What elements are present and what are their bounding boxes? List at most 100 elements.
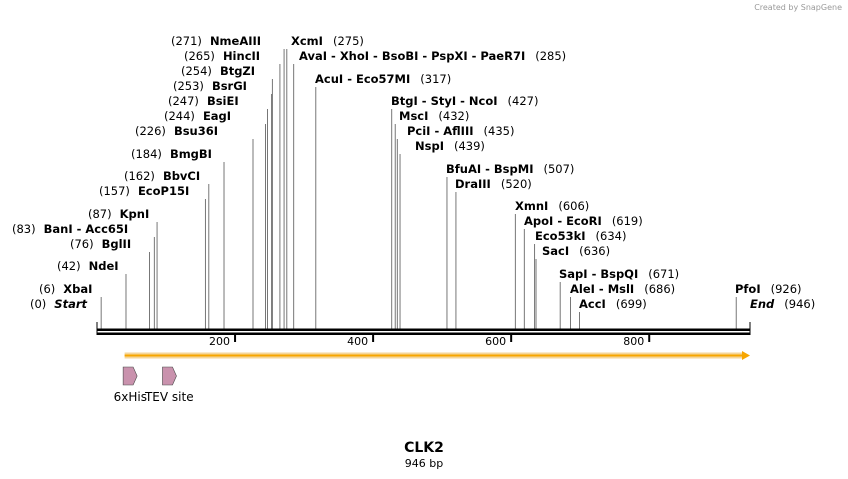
site-xmni[interactable]: XmnI (606) bbox=[515, 200, 589, 213]
enzyme-draiii[interactable]: DraIII bbox=[455, 177, 491, 191]
site-kpni[interactable]: (87) KpnI bbox=[88, 208, 149, 221]
site-bmgbi[interactable]: (184) BmgBI bbox=[131, 148, 212, 161]
site-bsu36i[interactable]: (226) Bsu36I bbox=[135, 125, 218, 138]
site-bfuai[interactable]: BfuAI - BspMI (507) bbox=[446, 163, 574, 176]
site-ndei[interactable]: (42) NdeI bbox=[57, 260, 119, 273]
backbone-top-strand bbox=[97, 328, 750, 331]
site-nspi[interactable]: NspI (439) bbox=[415, 140, 485, 153]
enzyme-eco57mi[interactable]: Eco57MI bbox=[355, 72, 411, 86]
tick-label-200: 200 bbox=[209, 335, 231, 348]
enzyme-bsiei[interactable]: BsiEI bbox=[206, 94, 239, 108]
enzyme-saci[interactable]: SacI bbox=[542, 244, 570, 258]
site-nmeaiii[interactable]: (271) NmeAIII bbox=[171, 35, 261, 48]
enzyme-paer7i[interactable]: PaeR7I bbox=[480, 49, 526, 63]
enzyme-hincii[interactable]: HincII bbox=[222, 49, 261, 63]
site-bbvci[interactable]: (162) BbvCI bbox=[124, 170, 200, 183]
enzyme-bsobi[interactable]: BsoBI bbox=[381, 49, 419, 63]
enzyme-ndei[interactable]: NdeI bbox=[88, 259, 119, 273]
enzyme-xmni[interactable]: XmnI bbox=[515, 199, 549, 213]
site-acui[interactable]: AcuI - Eco57MI (317) bbox=[315, 73, 451, 86]
enzyme-msci[interactable]: MscI bbox=[399, 109, 429, 123]
enzyme-nmeaiii[interactable]: NmeAIII bbox=[209, 34, 262, 48]
site-eagi[interactable]: (244) EagI bbox=[164, 110, 231, 123]
site-position: (157) bbox=[99, 184, 130, 198]
site-pcii[interactable]: PciI - AflIII (435) bbox=[407, 125, 514, 138]
site-enzymes: DraIII bbox=[455, 177, 491, 191]
site-pfoi[interactable]: PfoI (926) bbox=[735, 283, 802, 296]
enzyme-bspqi[interactable]: BspQI bbox=[600, 267, 639, 281]
site-eco53ki[interactable]: Eco53kI (634) bbox=[535, 230, 626, 243]
enzyme-styi[interactable]: StyI bbox=[430, 94, 457, 108]
tick-label-600: 600 bbox=[485, 335, 507, 348]
enzyme-alei[interactable]: AleI bbox=[570, 282, 595, 296]
site-msci[interactable]: MscI (432) bbox=[399, 110, 469, 123]
enzyme-ecop15i[interactable]: EcoP15I bbox=[137, 184, 190, 198]
tick-mark-800 bbox=[648, 335, 651, 342]
site-apoi[interactable]: ApoI - EcoRI (619) bbox=[524, 215, 643, 228]
enzyme-acc65i[interactable]: Acc65I bbox=[85, 222, 129, 236]
enzyme-xhoi[interactable]: XhoI bbox=[339, 49, 370, 63]
orf-arrow[interactable] bbox=[124, 351, 750, 360]
site-btgi[interactable]: BtgI - StyI - NcoI (427) bbox=[391, 95, 538, 108]
enzyme-bglii[interactable]: BglII bbox=[101, 237, 132, 251]
enzyme-btgi[interactable]: BtgI bbox=[391, 94, 418, 108]
site-bsiei[interactable]: (247) BsiEI bbox=[168, 95, 239, 108]
enzyme-eco53ki[interactable]: Eco53kI bbox=[535, 229, 586, 243]
enzyme-separator: - bbox=[421, 94, 427, 108]
site-alei[interactable]: AleI - MslI (686) bbox=[570, 283, 675, 296]
site-hincii[interactable]: (265) HincII bbox=[184, 50, 260, 63]
enzyme-bsrgi[interactable]: BsrGI bbox=[211, 79, 247, 93]
enzyme-btgzi[interactable]: BtgZI bbox=[219, 64, 256, 78]
enzyme-sapi[interactable]: SapI bbox=[559, 267, 588, 281]
orf-body[interactable] bbox=[124, 354, 745, 357]
site-saci[interactable]: SacI (636) bbox=[542, 245, 610, 258]
site-ecop15i[interactable]: (157) EcoP15I bbox=[99, 185, 189, 198]
enzyme-bani[interactable]: BanI bbox=[43, 222, 73, 236]
enzyme-bbvci[interactable]: BbvCI bbox=[162, 169, 201, 183]
enzyme-avai[interactable]: AvaI bbox=[299, 49, 328, 63]
site-position: (427) bbox=[507, 94, 539, 108]
site-bani[interactable]: (83) BanI - Acc65I bbox=[12, 223, 128, 236]
site-enzymes: AcuI - Eco57MI bbox=[315, 72, 410, 86]
enzyme-afliii[interactable]: AflIII bbox=[443, 124, 474, 138]
site-btgzi[interactable]: (254) BtgZI bbox=[181, 65, 255, 78]
enzyme-eagi[interactable]: EagI bbox=[202, 109, 232, 123]
enzyme-ncoi[interactable]: NcoI bbox=[468, 94, 498, 108]
tick-mark-200 bbox=[234, 335, 237, 342]
site-xbai[interactable]: (6) XbaI bbox=[39, 283, 92, 296]
enzyme-acui[interactable]: AcuI bbox=[315, 72, 344, 86]
enzyme-nspi[interactable]: NspI bbox=[415, 139, 444, 153]
site-xcmi[interactable]: XcmI (275) bbox=[291, 35, 364, 48]
site-position: (76) bbox=[70, 237, 94, 251]
enzyme-pcii[interactable]: PciI bbox=[407, 124, 431, 138]
orf-arrowhead[interactable] bbox=[742, 351, 750, 360]
site-position: (507) bbox=[543, 162, 575, 176]
enzyme-ecori[interactable]: EcoRI bbox=[566, 214, 602, 228]
enzyme-bsu36i[interactable]: Bsu36I bbox=[173, 124, 219, 138]
site-enzymes: XcmI bbox=[291, 34, 323, 48]
enzyme-bmgbi[interactable]: BmgBI bbox=[169, 147, 212, 161]
enzyme-pfoi[interactable]: PfoI bbox=[735, 282, 761, 296]
enzyme-separator: - bbox=[76, 222, 82, 236]
enzyme-msli[interactable]: MslI bbox=[607, 282, 635, 296]
site-enzymes: Bsu36I bbox=[174, 124, 218, 138]
enzyme-bspmi[interactable]: BspMI bbox=[493, 162, 534, 176]
site-bsrgi[interactable]: (253) BsrGI bbox=[173, 80, 247, 93]
enzyme-apoi[interactable]: ApoI bbox=[524, 214, 554, 228]
enzyme-xbai[interactable]: XbaI bbox=[63, 282, 93, 296]
site-draiii[interactable]: DraIII (520) bbox=[455, 178, 532, 191]
site-sapi[interactable]: SapI - BspQI (671) bbox=[559, 268, 679, 281]
enzyme-bfuai[interactable]: BfuAI bbox=[446, 162, 482, 176]
feature-6xhis[interactable] bbox=[122, 366, 138, 386]
site-enzymes: BfuAI - BspMI bbox=[446, 162, 534, 176]
site-bglii[interactable]: (76) BglII bbox=[70, 238, 131, 251]
enzyme-pspxi[interactable]: PspXI bbox=[431, 49, 468, 63]
site-enzymes: NmeAIII bbox=[210, 34, 261, 48]
feature-tev-site[interactable] bbox=[162, 366, 177, 386]
site-acci[interactable]: AccI (699) bbox=[579, 298, 647, 311]
enzyme-kpni[interactable]: KpnI bbox=[119, 207, 150, 221]
enzyme-acci[interactable]: AccI bbox=[579, 297, 606, 311]
site-avai[interactable]: AvaI - XhoI - BsoBI - PspXI - PaeR7I (285) bbox=[299, 50, 566, 63]
site-position: (254) bbox=[181, 64, 212, 78]
enzyme-xcmi[interactable]: XcmI bbox=[291, 34, 323, 48]
